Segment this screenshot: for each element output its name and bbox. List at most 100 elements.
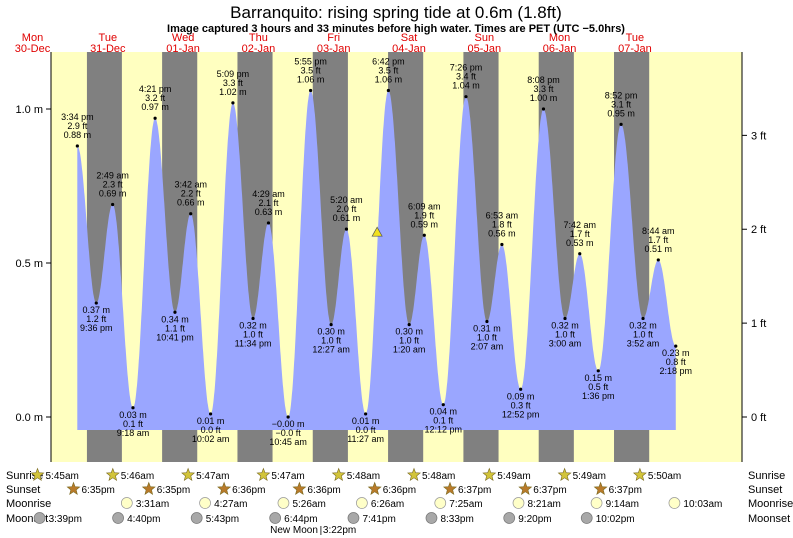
high-tide-label: 0.97 m bbox=[141, 102, 169, 112]
high-tide-label: 1.06 m bbox=[375, 75, 403, 85]
high-tide-point bbox=[266, 221, 271, 225]
low-tide-label: 0.04 m bbox=[430, 407, 458, 417]
high-tide-point bbox=[75, 144, 79, 148]
tide-area bbox=[77, 90, 676, 430]
high-tide-label: 2.1 ft bbox=[258, 198, 279, 208]
sunset-icon bbox=[66, 481, 81, 495]
sunrise-icon bbox=[181, 467, 196, 481]
low-tide-label: 0.01 m bbox=[352, 416, 380, 426]
moonrise-time: 5:26am bbox=[292, 499, 325, 510]
high-tide-label: 0.63 m bbox=[255, 207, 283, 217]
y-tick-label: 0.0 m bbox=[15, 412, 43, 424]
high-tide-label: 2.3 ft bbox=[103, 179, 124, 189]
current-level-marker bbox=[371, 226, 383, 237]
day-of-week-label: Tue bbox=[99, 32, 118, 44]
date-label: 31-Dec bbox=[90, 43, 126, 55]
high-tide-label: 3.5 ft bbox=[378, 66, 399, 76]
low-tide-label: 0.1 ft bbox=[123, 419, 144, 429]
sunset-time: 6:37pm bbox=[533, 485, 566, 496]
high-tide-label: 6:09 am bbox=[408, 201, 441, 211]
chart-title: Barranquito: rising spring tide at 0.6m … bbox=[230, 3, 562, 22]
high-tide-point bbox=[656, 258, 660, 262]
moonset-time: 3:39pm bbox=[49, 514, 82, 525]
low-tide-label: 1.0 ft bbox=[243, 329, 264, 339]
sunset-icon bbox=[217, 481, 232, 495]
high-tide-label: 4:21 pm bbox=[139, 84, 172, 94]
tide-labels: 3:34 pm2.9 ft0.88 m 0.37 m1.2 ft9:36 pm 2:… bbox=[61, 57, 692, 447]
high-tide-point bbox=[153, 116, 157, 120]
sunrise-icon bbox=[482, 467, 497, 481]
low-tide-label: 0.01 m bbox=[197, 416, 225, 426]
date-label: 02-Jan bbox=[242, 43, 276, 55]
moonrise-time: 9:14am bbox=[606, 499, 639, 510]
y-right-tick-label: 3 ft bbox=[751, 130, 766, 142]
moonset-time: 4:40pm bbox=[127, 514, 160, 525]
low-tide-label: 0.32 m bbox=[629, 320, 657, 330]
sunrise-time: 5:46am bbox=[121, 471, 154, 482]
high-tide-label: 8:52 pm bbox=[605, 90, 638, 100]
low-tide-label: 0.1 ft bbox=[433, 416, 454, 426]
high-tide-label: 2:49 am bbox=[96, 170, 129, 180]
moonset-icon bbox=[503, 512, 516, 524]
sunrise-time: 5:48am bbox=[347, 471, 380, 482]
y-tick-label: 1.0 m bbox=[15, 104, 43, 116]
sunset-icon bbox=[367, 481, 382, 495]
moonset-icon bbox=[112, 512, 124, 524]
high-tide-label: 3.5 ft bbox=[301, 66, 322, 76]
high-tide-label: 5:55 pm bbox=[294, 57, 327, 67]
moonrise-time: 4:27am bbox=[214, 499, 247, 510]
moonset-icon bbox=[425, 512, 438, 524]
high-tide-label: 3:34 pm bbox=[61, 112, 94, 122]
low-tide-label: 10:02 am bbox=[192, 434, 230, 444]
low-tide-label: 0.30 m bbox=[395, 327, 423, 337]
high-tide-label: 5:20 am bbox=[330, 195, 363, 205]
moonset-time: 10:02pm bbox=[596, 514, 635, 525]
low-tide-point bbox=[519, 387, 523, 391]
sunset-time: 6:36pm bbox=[307, 485, 340, 496]
high-tide-label: 0.61 m bbox=[333, 213, 361, 223]
moon-phase-time: 3:22pm bbox=[323, 525, 356, 536]
sunrise-icon bbox=[331, 467, 346, 481]
high-tide-label: 1.9 ft bbox=[414, 210, 435, 220]
low-tide-label: 0.37 m bbox=[83, 305, 111, 315]
sunset-time: 6:35pm bbox=[157, 485, 190, 496]
high-tide-label: 1.00 m bbox=[530, 93, 558, 103]
sunrise-icon bbox=[632, 467, 647, 481]
low-tide-label: 10:45 am bbox=[269, 437, 307, 447]
date-label: 03-Jan bbox=[317, 43, 351, 55]
high-tide-point bbox=[578, 252, 582, 256]
low-tide-label: 11:34 pm bbox=[235, 338, 272, 348]
low-tide-point bbox=[131, 406, 135, 410]
sunrise-time: 5:50am bbox=[648, 471, 681, 482]
low-tide-label: 12:27 am bbox=[312, 345, 350, 355]
high-tide-label: 1.7 ft bbox=[648, 235, 669, 245]
sunset-time: 6:37pm bbox=[458, 485, 491, 496]
low-tide-point bbox=[286, 415, 290, 419]
water-level-area bbox=[77, 90, 676, 430]
low-tide-label: 9:18 am bbox=[117, 428, 150, 438]
high-tide-point bbox=[500, 242, 504, 247]
moonset-time: 9:20pm bbox=[518, 514, 551, 525]
high-tide-point bbox=[422, 233, 426, 237]
low-tide-label: −0.00 m bbox=[272, 419, 305, 429]
sunset-row-label: Sunset bbox=[6, 484, 40, 496]
sunset-icon bbox=[593, 481, 608, 495]
moonrise-time: 8:21am bbox=[528, 499, 561, 510]
high-tide-label: 1.06 m bbox=[297, 75, 325, 85]
high-tide-point bbox=[619, 122, 623, 126]
high-tide-label: 0.51 m bbox=[645, 244, 673, 254]
low-tide-label: 0.0 ft bbox=[201, 425, 222, 435]
high-tide-label: 6:42 pm bbox=[372, 57, 405, 67]
low-tide-label: 0.3 ft bbox=[511, 400, 532, 410]
moonset-icon bbox=[580, 512, 593, 524]
moonrise-icon bbox=[512, 497, 525, 509]
high-tide-point bbox=[111, 202, 115, 207]
moonset-time: 6:44pm bbox=[284, 514, 317, 525]
sunrise-icon bbox=[256, 467, 271, 481]
moonset-icon bbox=[33, 512, 46, 524]
sunset-time: 6:37pm bbox=[609, 485, 642, 496]
day-of-week-label: Wed bbox=[172, 32, 194, 44]
low-tide-label: 0.34 m bbox=[161, 314, 189, 324]
moonrise-time: 3:31am bbox=[136, 499, 169, 510]
high-tide-label: 6:53 am bbox=[486, 211, 519, 221]
